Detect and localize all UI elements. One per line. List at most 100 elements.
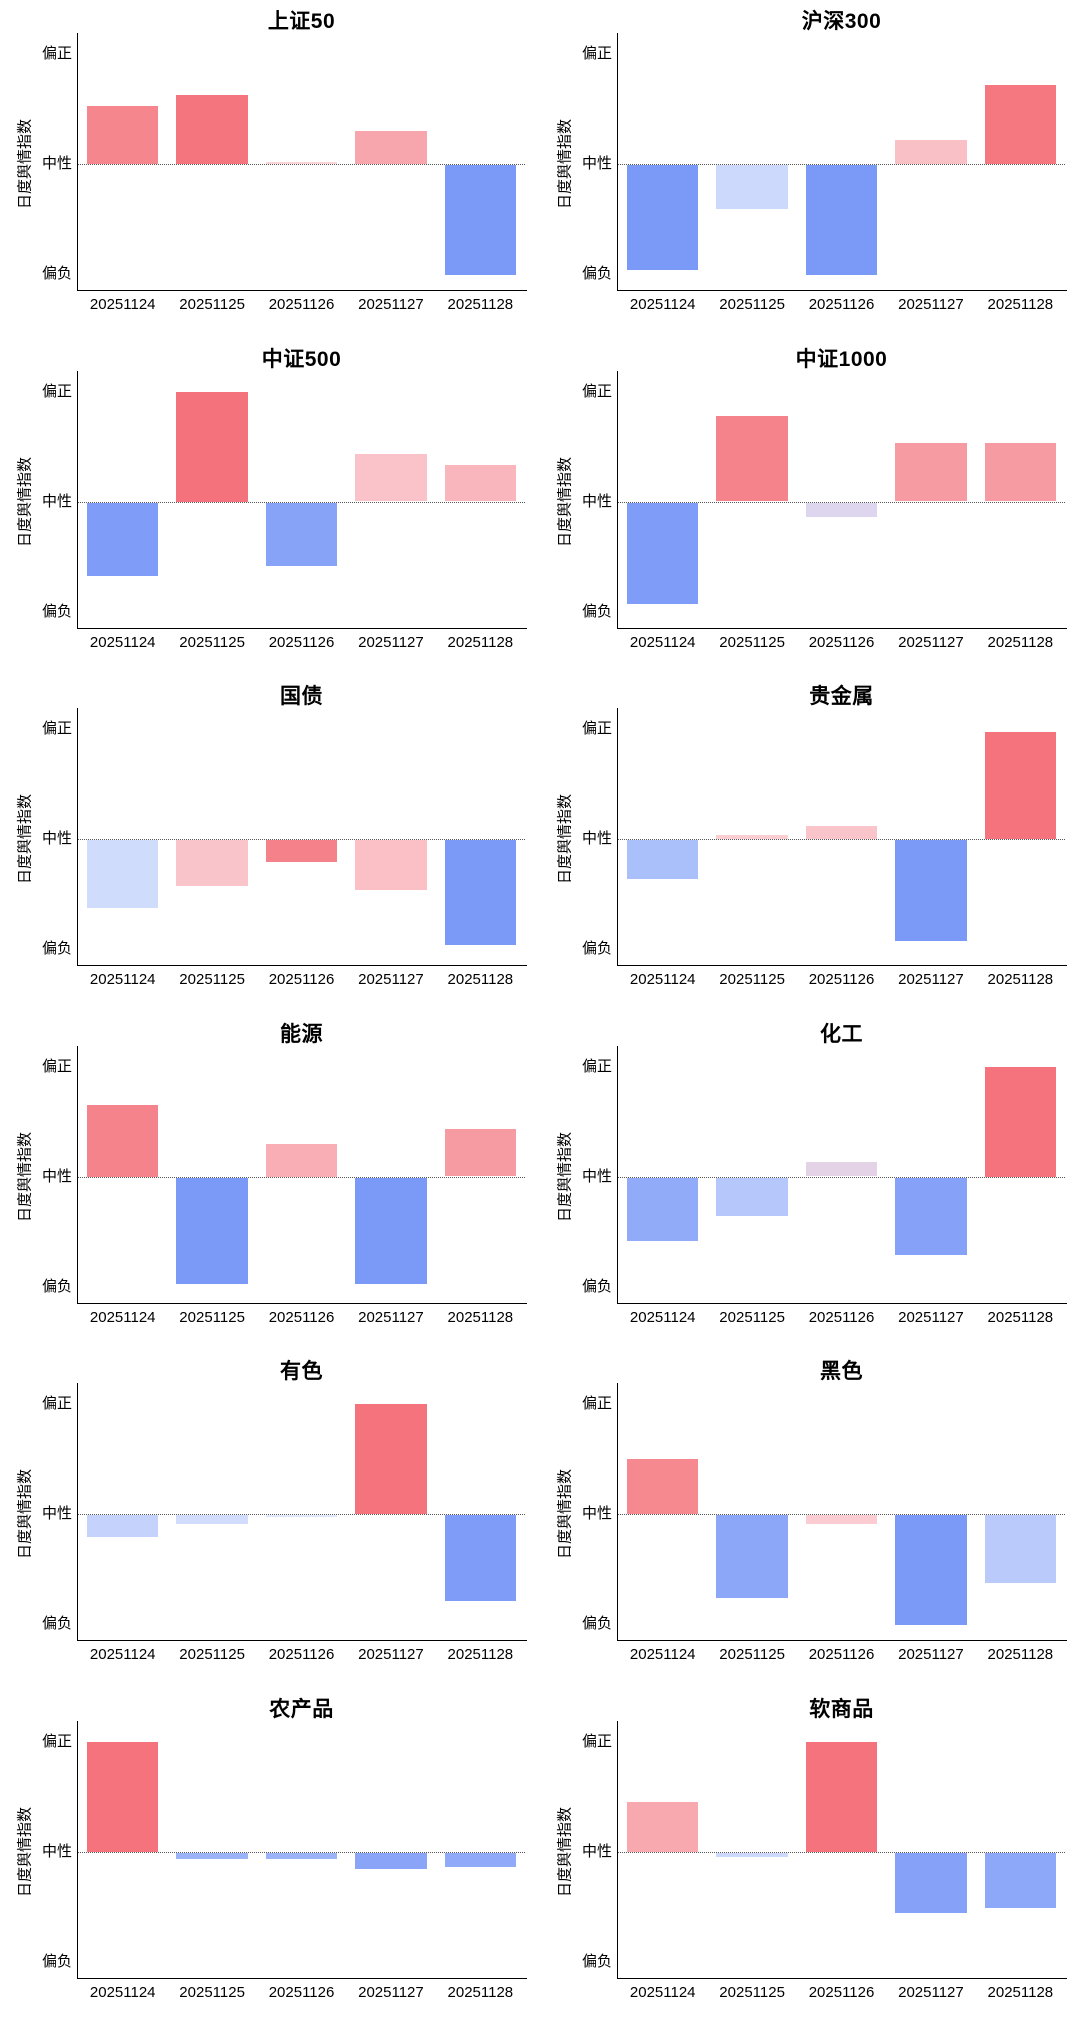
chart-panel: 软商品 日度舆情指数 偏正 中性 偏负 20251124 20251125 2025… [540, 1687, 1080, 2025]
y-tick-neutral: 中性 [581, 1167, 612, 1185]
chart-title: 贵金属 [809, 685, 874, 708]
y-axis-spine [617, 370, 618, 629]
chart-panel: 化工 日度舆情指数 偏正 中性 偏负 20251124 20251125 20251… [540, 1012, 1080, 1350]
bar-20251124 [626, 165, 699, 270]
y-tick-negative: 偏负 [41, 265, 72, 282]
y-axis-spine [77, 33, 78, 291]
y-tick-neutral: 中性 [41, 830, 72, 847]
x-tick-label: 20251125 [719, 1983, 785, 2001]
x-tick-label: 20251124 [629, 1983, 696, 2001]
x-axis-spine [77, 290, 527, 291]
neutral-zero-line [78, 1514, 525, 1515]
x-tick-label: 20251124 [89, 971, 156, 988]
x-tick-label: 20251126 [268, 971, 335, 988]
plot-area [618, 1051, 1065, 1303]
x-tick-label: 20251124 [89, 633, 156, 651]
bar-20251124 [626, 1802, 699, 1852]
y-tick-negative: 偏负 [41, 602, 72, 620]
x-axis-spine [617, 1640, 1067, 1641]
x-axis-spine [77, 1977, 527, 1979]
bar-20251124 [626, 840, 699, 879]
bar-20251127 [355, 1404, 427, 1514]
x-tick-label: 20251128 [987, 296, 1054, 313]
y-tick-neutral: 中性 [581, 830, 612, 847]
bar-20251124 [86, 502, 159, 577]
x-tick-labels: 20251124 20251125 20251126 20251127 20251128 [618, 296, 1065, 313]
bar-20251128 [444, 1129, 517, 1177]
y-axis-spine [617, 1383, 618, 1641]
bar-20251125 [716, 1177, 788, 1216]
y-tick-positive: 偏正 [581, 1732, 612, 1750]
x-tick-label: 20251126 [808, 296, 875, 313]
x-tick-label: 20251124 [89, 296, 156, 313]
neutral-zero-line [78, 501, 525, 503]
y-tick-positive: 偏正 [581, 720, 612, 737]
bar-20251128 [984, 84, 1057, 164]
plot-area [78, 38, 525, 290]
bar-20251127 [355, 454, 427, 502]
x-tick-label: 20251127 [358, 633, 424, 651]
chart-panel: 中证1000 日度舆情指数 偏正 中性 偏负 20251124 20251125 2… [540, 337, 1080, 675]
chart-title: 有色 [280, 1360, 323, 1383]
plot-area [618, 1388, 1065, 1640]
x-tick-label: 20251125 [719, 1646, 785, 1663]
chart-panel: 黑色 日度舆情指数 偏正 中性 偏负 20251124 20251125 20251… [540, 1350, 1080, 1688]
bar-20251128 [444, 1515, 517, 1601]
bar-20251125 [716, 1515, 788, 1598]
x-tick-label: 20251127 [898, 296, 964, 313]
bar-20251128 [984, 1515, 1057, 1584]
bar-20251128 [444, 165, 517, 275]
x-tick-labels: 20251124 20251125 20251126 20251127 20251128 [618, 1646, 1065, 1663]
bar-20251127 [895, 139, 967, 164]
bar-20251126 [265, 840, 338, 862]
bar-20251127 [355, 1177, 427, 1285]
x-tick-label: 20251124 [89, 1646, 156, 1663]
bar-20251125 [716, 834, 788, 839]
x-tick-label: 20251124 [629, 971, 696, 988]
bar-20251125 [176, 1515, 248, 1524]
bar-20251128 [984, 443, 1057, 502]
chart-title: 黑色 [820, 1360, 863, 1383]
y-tick-positive: 偏正 [41, 1057, 72, 1075]
x-tick-label: 20251126 [808, 1308, 875, 1326]
x-tick-label: 20251125 [179, 296, 245, 313]
x-axis-spine [77, 1640, 527, 1641]
bar-20251125 [716, 165, 788, 209]
neutral-zero-line [618, 839, 1065, 840]
x-tick-labels: 20251124 20251125 20251126 20251127 20251128 [618, 1309, 1065, 1326]
bar-20251128 [984, 1066, 1057, 1177]
bar-20251124 [626, 1177, 699, 1242]
y-tick-positive: 偏正 [41, 1732, 72, 1750]
y-tick-positive: 偏正 [581, 1057, 612, 1075]
y-tick-positive: 偏正 [41, 45, 72, 62]
x-tick-label: 20251125 [719, 971, 785, 988]
y-tick-negative: 偏负 [41, 940, 72, 957]
x-tick-label: 20251126 [268, 633, 335, 651]
x-tick-labels: 20251124 20251125 20251126 20251127 20251128 [78, 1309, 525, 1326]
x-tick-label: 20251128 [447, 633, 514, 651]
x-tick-labels: 20251124 20251125 20251126 20251127 20251128 [618, 971, 1065, 988]
x-tick-label: 20251125 [719, 296, 785, 313]
chart-title: 化工 [820, 1022, 863, 1046]
neutral-zero-line [618, 1176, 1065, 1178]
y-tick-neutral: 中性 [581, 1505, 612, 1522]
x-tick-label: 20251125 [719, 633, 785, 651]
chart-title: 中证500 [261, 347, 342, 371]
x-tick-label: 20251127 [358, 1308, 424, 1326]
y-axis-spine [77, 1383, 78, 1641]
x-tick-label: 20251128 [447, 296, 514, 313]
bar-20251127 [895, 840, 967, 942]
y-tick-neutral: 中性 [41, 1505, 72, 1522]
plot-area [78, 1051, 525, 1303]
x-tick-label: 20251127 [358, 296, 424, 313]
x-tick-label: 20251127 [898, 1646, 964, 1663]
x-tick-label: 20251127 [898, 633, 964, 651]
x-tick-label: 20251127 [898, 1308, 964, 1326]
bar-20251126 [265, 1515, 338, 1518]
x-tick-label: 20251127 [358, 1646, 424, 1663]
x-tick-label: 20251128 [447, 1646, 514, 1663]
chart-title: 农产品 [269, 1697, 334, 1721]
y-tick-neutral: 中性 [581, 1842, 612, 1860]
plot-area [78, 1388, 525, 1640]
x-tick-labels: 20251124 20251125 20251126 20251127 20251128 [78, 1646, 525, 1663]
